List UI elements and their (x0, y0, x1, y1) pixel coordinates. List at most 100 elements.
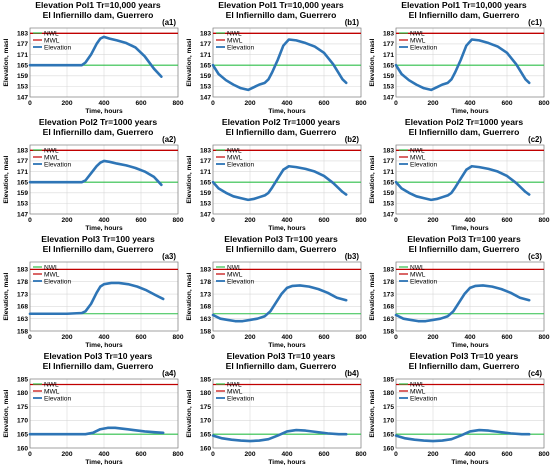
y-tick-label: 183 (200, 148, 211, 155)
chart-subtitle: El Infiernillo dam, Guerrero (43, 10, 154, 20)
x-axis-label: Time, hours (268, 225, 306, 232)
plot-frame (29, 27, 179, 98)
panel-label: (b2) (345, 135, 360, 144)
x-tick-label: 800 (172, 100, 183, 107)
chart-title: Elevation Pol3 Tr=100 years (407, 234, 521, 244)
y-tick-label: 177 (383, 158, 394, 165)
x-tick-label: 200 (61, 334, 72, 341)
plot-frame (212, 144, 362, 215)
legend-label: Elevation (410, 44, 437, 51)
y-tick-label: 178 (383, 279, 394, 286)
panel-label: (a1) (162, 18, 176, 27)
panel-label: (a2) (162, 135, 176, 144)
y-tick-label: 158 (383, 328, 394, 335)
y-axis-label: Elevation, masl (369, 389, 376, 437)
x-tick-label: 600 (318, 334, 329, 341)
chart-title: Elevation Pol3 Tr=10 years (227, 351, 336, 361)
y-tick-label: 170 (383, 418, 394, 425)
x-tick-label: 0 (211, 451, 215, 458)
x-tick-label: 200 (427, 100, 438, 107)
plot-frame (212, 27, 362, 98)
y-tick-label: 168 (17, 304, 28, 311)
legend-label: Elevation (227, 278, 254, 285)
x-tick-label: 0 (211, 100, 215, 107)
chart-subtitle: El Infiernillo dam, Guerrero (409, 127, 520, 137)
y-tick-label: 147 (200, 211, 211, 218)
chart-title: Elevation Pol2 Tr=1000 years (405, 117, 523, 127)
chart-panel-b3: Elevation Pol3 Tr=100 years El Infiernill… (183, 234, 367, 350)
y-tick-label: 147 (383, 211, 394, 218)
y-tick-label: 175 (17, 404, 28, 411)
legend-label: Elevation (410, 161, 437, 168)
elevation-series-line (28, 281, 165, 316)
chart-panel-c1: Elevation Pol1 Tr=10,000 years El Infiern… (366, 0, 550, 116)
plot-frame (395, 378, 545, 449)
y-tick-label: 177 (200, 41, 211, 48)
chart-title: Elevation Pol2 Tr=1000 years (39, 117, 157, 127)
chart-panel-c2: Elevation Pol2 Tr=1000 years El Infiernil… (366, 117, 550, 233)
y-tick-label: 173 (200, 291, 211, 298)
y-tick-label: 153 (17, 84, 28, 91)
x-tick-label: 800 (172, 217, 183, 224)
x-tick-label: 0 (211, 217, 215, 224)
y-tick-label: 175 (383, 404, 394, 411)
y-tick-label: 173 (17, 291, 28, 298)
y-tick-label: 171 (383, 169, 394, 176)
legend-label: Elevation (227, 395, 254, 402)
y-axis-label: Elevation, masl (186, 38, 193, 86)
y-tick-label: 177 (17, 41, 28, 48)
y-tick-label: 180 (17, 390, 28, 397)
y-tick-label: 158 (17, 328, 28, 335)
y-tick-label: 160 (383, 445, 394, 452)
y-tick-label: 183 (200, 31, 211, 38)
y-tick-label: 170 (200, 418, 211, 425)
legend-label: NWL (410, 264, 425, 271)
panel-label: (b4) (345, 369, 360, 378)
legend-label: NWL (44, 264, 59, 271)
x-tick-label: 400 (98, 100, 109, 107)
y-tick-label: 171 (200, 169, 211, 176)
x-tick-label: 0 (394, 100, 398, 107)
elevation-series-line (28, 426, 165, 436)
legend-label: NWL (227, 147, 242, 154)
x-tick-label: 0 (394, 217, 398, 224)
chart-subtitle: El Infiernillo dam, Guerrero (409, 10, 520, 20)
legend-label: MWL (44, 37, 60, 44)
x-tick-label: 0 (394, 451, 398, 458)
x-tick-label: 600 (318, 451, 329, 458)
chart-subtitle: El Infiernillo dam, Guerrero (409, 361, 520, 371)
x-axis-label: Time, hours (268, 459, 306, 466)
x-axis-label: Time, hours (268, 108, 306, 115)
y-tick-label: 171 (17, 52, 28, 59)
y-axis-label: Elevation, masl (369, 38, 376, 86)
y-tick-label: 159 (17, 190, 28, 197)
chart-subtitle: El Infiernillo dam, Guerrero (226, 244, 337, 254)
y-tick-label: 158 (200, 328, 211, 335)
elevation-series-line (211, 164, 348, 202)
chart-panel-a2: Elevation Pol2 Tr=1000 years El Infiernil… (0, 117, 184, 233)
y-tick-label: 153 (383, 201, 394, 208)
legend-label: MWL (227, 271, 243, 278)
chart-subtitle: El Infiernillo dam, Guerrero (226, 361, 337, 371)
y-tick-label: 159 (17, 73, 28, 80)
elevation-series-line (394, 284, 531, 323)
y-tick-label: 160 (17, 445, 28, 452)
chart-panel-b4: Elevation Pol3 Tr=10 years El Infiernillo… (183, 351, 367, 467)
y-tick-label: 170 (17, 418, 28, 425)
legend-label: NWL (227, 381, 242, 388)
y-tick-label: 183 (17, 31, 28, 38)
y-tick-label: 185 (17, 376, 28, 383)
y-tick-label: 185 (200, 376, 211, 383)
legend-label: NWL (227, 264, 242, 271)
x-tick-label: 400 (98, 451, 109, 458)
x-tick-label: 0 (28, 334, 32, 341)
x-tick-label: 0 (211, 334, 215, 341)
chart-subtitle: El Infiernillo dam, Guerrero (43, 127, 154, 137)
y-tick-label: 160 (200, 445, 211, 452)
chart-title: Elevation Pol3 Tr=10 years (44, 351, 153, 361)
x-tick-label: 800 (355, 334, 366, 341)
legend-label: NWL (410, 147, 425, 154)
